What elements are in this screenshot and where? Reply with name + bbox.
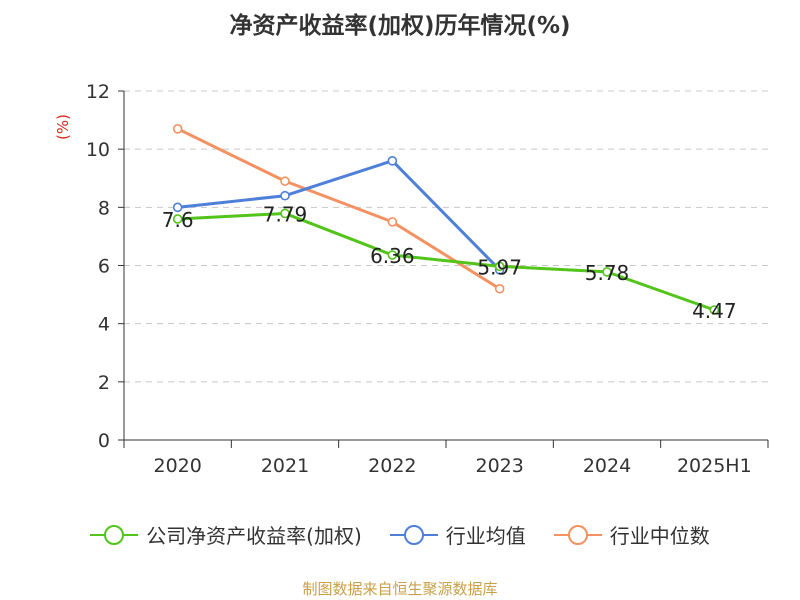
- y-tick-label: 10: [86, 139, 110, 161]
- data-point: [172, 124, 183, 134]
- data-point: [494, 261, 505, 272]
- legend-item[interactable]: 行业均值: [389, 520, 526, 549]
- legend-item[interactable]: 行业中位数: [553, 520, 710, 549]
- x-tick-label: 2022: [368, 455, 416, 477]
- source-note: 制图数据来自恒生聚源数据库: [302, 580, 498, 598]
- chart-title: 净资产收益率(加权)历年情况(%): [229, 13, 571, 39]
- data-point: [387, 217, 398, 227]
- data-point: [280, 190, 290, 201]
- data-label: 7.6: [162, 208, 194, 232]
- data-point: [280, 208, 290, 219]
- x-tick-label: 2021: [261, 455, 309, 477]
- data-point: [172, 202, 183, 213]
- x-tick-label: 2020: [153, 455, 201, 477]
- legend-item[interactable]: 公司净资产收益率(加权): [90, 520, 362, 549]
- data-point: [709, 305, 720, 315]
- legend-label: 行业中位数: [609, 524, 710, 548]
- legend-swatch-icon: [90, 524, 139, 545]
- series-line: [177, 211, 715, 312]
- y-tick-label: 2: [98, 372, 110, 394]
- data-point: [387, 250, 398, 260]
- y-tick-label: 0: [98, 430, 110, 452]
- y-tick-label: 4: [98, 314, 110, 336]
- data-point: [387, 156, 398, 166]
- data-label: 7.79: [263, 202, 308, 226]
- y-axis-label: (%): [54, 114, 72, 140]
- data-label: 5.78: [585, 261, 630, 285]
- x-tick-label: 2024: [583, 455, 631, 477]
- legend-swatch-icon: [553, 524, 602, 545]
- chart-legend: 公司净资产收益率(加权) 行业均值 行业中位数: [0, 520, 800, 549]
- data-label: 5.97: [477, 255, 522, 279]
- y-tick-label: 12: [86, 81, 110, 103]
- series-line: [177, 127, 501, 291]
- legend-label: 行业均值: [445, 524, 526, 548]
- x-tick-label: 2023: [475, 455, 523, 477]
- data-point: [280, 176, 290, 186]
- data-point: [602, 267, 612, 277]
- legend-label: 公司净资产收益率(加权): [146, 524, 362, 548]
- y-tick-label: 6: [98, 256, 110, 278]
- x-tick-label: 2025H1: [677, 455, 752, 477]
- data-point: [172, 214, 183, 224]
- data-label: 4.47: [692, 299, 737, 323]
- series-line: [177, 159, 501, 271]
- legend-swatch-icon: [389, 524, 438, 545]
- data-point: [494, 283, 505, 294]
- data-label: 6.36: [370, 244, 415, 268]
- y-tick-label: 8: [98, 197, 110, 219]
